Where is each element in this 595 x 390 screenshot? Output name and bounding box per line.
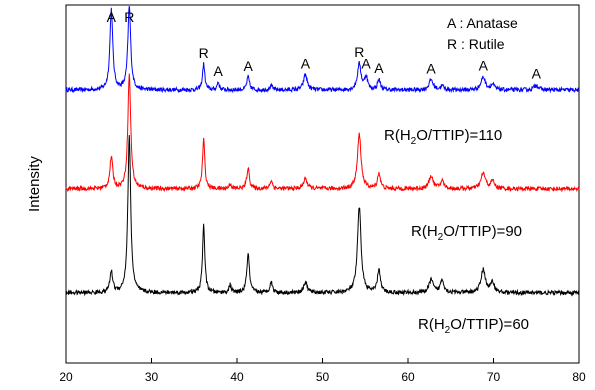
series-label-110: R(H2O/TTIP)=110 <box>384 127 502 147</box>
legend-item-anatase: A : Anatase <box>447 15 518 31</box>
legend-item-rutile: R : Rutile <box>447 36 505 52</box>
peak-label: A <box>479 58 489 74</box>
series-line-2 <box>65 135 580 297</box>
peak-label: R <box>354 44 364 60</box>
peak-label: A <box>532 66 542 82</box>
peak-label: A <box>361 55 371 71</box>
x-tick-label: 50 <box>316 370 330 384</box>
x-tick-label: 40 <box>230 370 244 384</box>
x-tick-label: 30 <box>145 370 159 384</box>
x-tick-label: 20 <box>59 370 73 384</box>
legend: A : Anatase R : Rutile <box>447 15 518 52</box>
series-line-1 <box>65 73 580 193</box>
y-axis-label: Intensity <box>26 156 43 212</box>
peak-label: R <box>124 9 134 25</box>
x-tick-label: 70 <box>487 370 501 384</box>
peak-label: A <box>107 9 117 25</box>
peak-label: R <box>199 45 209 61</box>
peak-label: A <box>214 63 224 79</box>
peak-label: A <box>374 60 384 76</box>
peak-label: A <box>301 55 311 71</box>
series-label-60: R(H2O/TTIP)=60 <box>418 316 529 336</box>
series-layer <box>65 5 580 297</box>
peak-labels: A RRA A ARA A A A A <box>107 9 542 82</box>
peak-label: A <box>426 60 436 76</box>
x-tick-label: 80 <box>572 370 586 384</box>
x-tick-label: 60 <box>401 370 415 384</box>
peak-label: A <box>243 58 253 74</box>
x-axis: 20 30 40 50 60 70 80 <box>59 358 586 384</box>
series-label-90: R(H2O/TTIP)=90 <box>411 223 522 243</box>
plot-area-frame <box>65 4 580 364</box>
series-line-0 <box>65 5 580 94</box>
